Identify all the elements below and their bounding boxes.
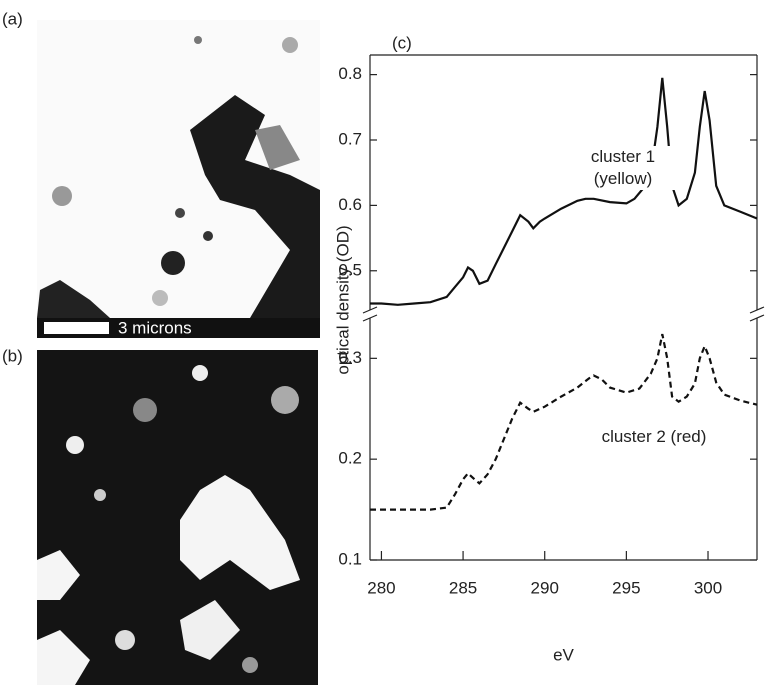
x-tick-label: 280 [367, 578, 395, 597]
micrograph-a [37, 20, 320, 338]
x-tick-label: 295 [612, 578, 640, 597]
y-axis-label: optical density (OD) [333, 225, 352, 374]
y-tick-label: 0.3 [338, 348, 362, 367]
series-label: cluster 2 (red) [574, 426, 734, 448]
y-tick-label: 0.7 [338, 129, 362, 148]
axis-break [749, 306, 765, 314]
cluster-map-b [37, 350, 318, 685]
y-tick-label: 0.5 [338, 260, 362, 279]
axis-break [362, 314, 378, 322]
y-tick-label: 0.2 [338, 449, 362, 468]
panel-label: (b) [2, 346, 23, 365]
series-label: cluster 1 (yellow) [568, 146, 678, 190]
x-axis-label: eV [553, 645, 574, 664]
axis-break [749, 314, 765, 322]
scale-bar-label: 3 microns [118, 318, 192, 337]
series-line [370, 77, 758, 306]
y-tick-label: 0.8 [338, 64, 362, 83]
y-tick-label: 0.6 [338, 195, 362, 214]
axis-break [362, 306, 378, 314]
axis-break-gap [364, 310, 376, 318]
x-tick-label: 290 [531, 578, 559, 597]
axis-break-gap [751, 310, 763, 318]
panel-label: (c) [392, 33, 412, 52]
series-line [370, 333, 758, 511]
x-tick-label: 300 [694, 578, 722, 597]
x-tick-label: 285 [449, 578, 477, 597]
panel-label: (a) [2, 9, 23, 28]
y-tick-label: 0.1 [338, 549, 362, 568]
